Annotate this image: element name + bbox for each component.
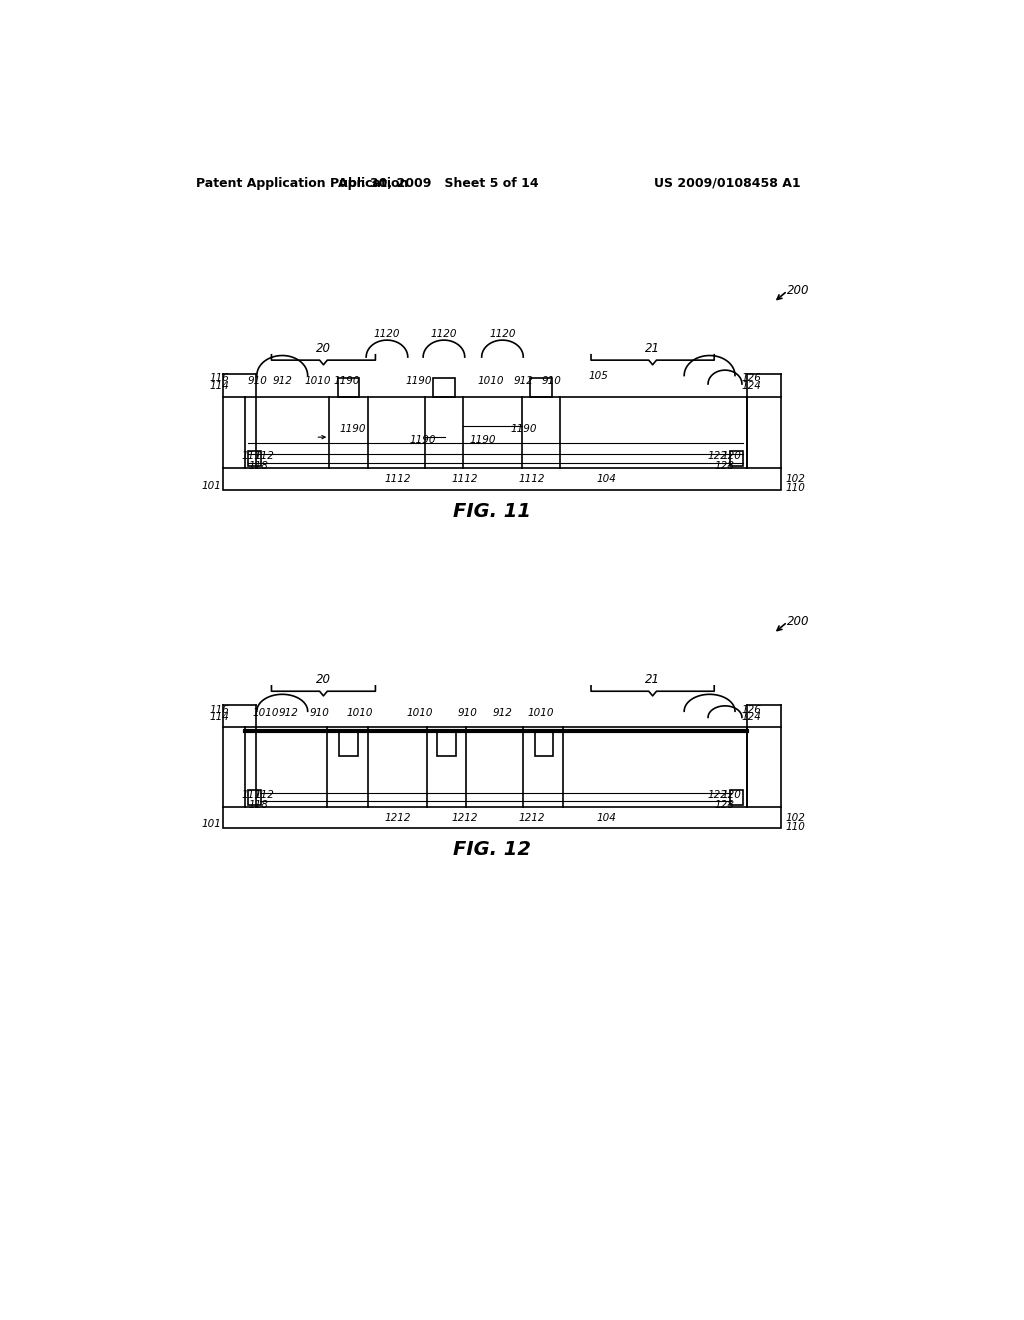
- Text: 126: 126: [741, 372, 761, 383]
- Text: 1010: 1010: [407, 708, 433, 718]
- Text: 124: 124: [741, 380, 761, 391]
- Text: FIG. 12: FIG. 12: [454, 841, 531, 859]
- Text: 114: 114: [209, 713, 229, 722]
- Text: 1010: 1010: [304, 376, 331, 385]
- Text: 111: 111: [242, 791, 261, 800]
- Text: 1212: 1212: [384, 813, 411, 822]
- Text: 120: 120: [721, 451, 741, 462]
- Text: 105: 105: [589, 371, 608, 381]
- Text: 912: 912: [279, 708, 298, 718]
- Text: 110: 110: [785, 822, 805, 832]
- Text: 21: 21: [645, 342, 660, 355]
- Text: 1010: 1010: [252, 708, 279, 718]
- Text: 128: 128: [715, 462, 734, 471]
- Text: 1212: 1212: [452, 813, 478, 822]
- Text: 101: 101: [202, 820, 221, 829]
- Text: 20: 20: [316, 342, 331, 355]
- Text: 111: 111: [242, 451, 261, 462]
- Text: 120: 120: [721, 791, 741, 800]
- Text: FIG. 11: FIG. 11: [454, 502, 531, 520]
- Text: 1010: 1010: [527, 708, 554, 718]
- Text: 1190: 1190: [406, 376, 432, 385]
- Text: US 2009/0108458 A1: US 2009/0108458 A1: [654, 177, 801, 190]
- Text: 1112: 1112: [384, 474, 411, 483]
- Text: 124: 124: [741, 713, 761, 722]
- Text: 112: 112: [255, 791, 274, 800]
- Text: 1212: 1212: [518, 813, 545, 822]
- Text: 104: 104: [597, 813, 616, 822]
- Text: 1120: 1120: [489, 329, 516, 339]
- Text: 910: 910: [310, 708, 330, 718]
- Text: 1120: 1120: [374, 329, 400, 339]
- Text: 126: 126: [741, 705, 761, 714]
- Text: 200: 200: [786, 284, 809, 297]
- Text: 1190: 1190: [410, 436, 436, 445]
- Text: 122: 122: [708, 791, 727, 800]
- Text: Apr. 30, 2009   Sheet 5 of 14: Apr. 30, 2009 Sheet 5 of 14: [338, 177, 539, 190]
- Text: 1112: 1112: [452, 474, 478, 483]
- Text: 1190: 1190: [333, 376, 359, 385]
- Text: 20: 20: [316, 673, 331, 686]
- Text: 110: 110: [785, 483, 805, 492]
- Text: 1120: 1120: [431, 329, 457, 339]
- Text: 118: 118: [249, 800, 268, 810]
- Text: 1190: 1190: [511, 425, 538, 434]
- Text: Patent Application Publication: Patent Application Publication: [196, 177, 409, 190]
- Text: 200: 200: [786, 615, 809, 628]
- Text: 1112: 1112: [518, 474, 545, 483]
- Text: 1010: 1010: [477, 376, 504, 385]
- Text: 1010: 1010: [346, 708, 373, 718]
- Text: 102: 102: [785, 813, 805, 822]
- Text: 112: 112: [255, 451, 274, 462]
- Text: 910: 910: [542, 376, 561, 385]
- Text: 21: 21: [645, 673, 660, 686]
- Text: 116: 116: [209, 372, 229, 383]
- Text: 912: 912: [493, 708, 512, 718]
- Text: 101: 101: [202, 480, 221, 491]
- Text: 1190: 1190: [469, 436, 496, 445]
- Text: 116: 116: [209, 705, 229, 714]
- Text: 102: 102: [785, 474, 805, 483]
- Text: 122: 122: [708, 451, 727, 462]
- Text: 118: 118: [249, 462, 268, 471]
- Text: 912: 912: [272, 376, 292, 385]
- Text: 910: 910: [248, 376, 267, 385]
- Text: 104: 104: [597, 474, 616, 483]
- Text: 114: 114: [209, 380, 229, 391]
- Text: 912: 912: [514, 376, 534, 385]
- Text: 128: 128: [715, 800, 734, 810]
- Text: 1190: 1190: [340, 425, 367, 434]
- Text: 910: 910: [458, 708, 477, 718]
